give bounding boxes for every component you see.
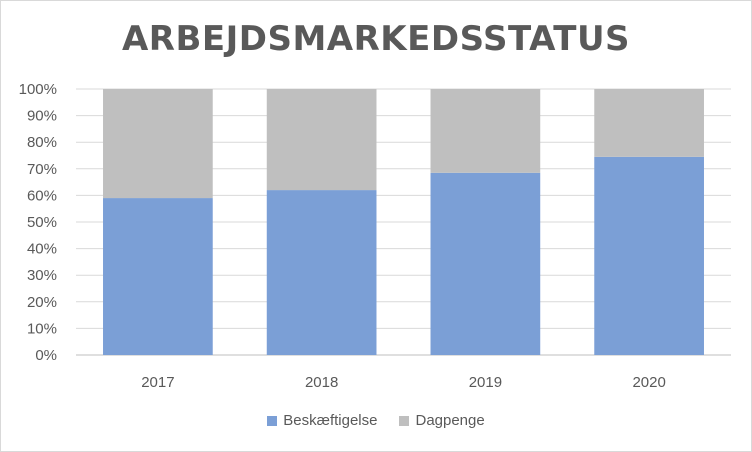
legend-item: Dagpenge — [399, 412, 485, 429]
legend-swatch — [267, 415, 278, 426]
x-tick-label: 2017 — [141, 374, 174, 391]
x-tick-label: 2018 — [305, 374, 338, 391]
bar-dagpenge-2019 — [430, 89, 541, 173]
y-tick-label: 80% — [27, 134, 57, 151]
y-tick-label: 70% — [27, 161, 57, 178]
x-tick-label: 2020 — [632, 374, 665, 391]
y-tick-label: 30% — [27, 267, 57, 284]
chart-title: ARBEJDSMARKEDSSTATUS — [121, 19, 631, 59]
legend: Beskæftigelse Dagpenge — [1, 412, 751, 429]
y-tick-label: 20% — [27, 294, 57, 311]
bar-beskaeftigelse-2020 — [594, 156, 704, 355]
bar-beskaeftigelse-2019 — [430, 172, 541, 355]
bar-dagpenge-2018 — [266, 89, 377, 191]
bar-dagpenge-2020 — [594, 89, 704, 157]
legend-item: Beskæftigelse — [267, 412, 377, 429]
y-tick-label: 90% — [27, 108, 57, 125]
x-tick-label: 2019 — [469, 374, 502, 391]
y-tick-label: 40% — [27, 241, 57, 258]
y-tick-label: 50% — [27, 214, 57, 231]
y-tick-label: 100% — [19, 81, 57, 98]
y-tick-label: 0% — [35, 347, 57, 364]
y-tick-label: 10% — [27, 320, 57, 337]
legend-label: Dagpenge — [415, 412, 485, 429]
legend-swatch — [399, 415, 410, 426]
bar-dagpenge-2017 — [103, 89, 213, 199]
bar-beskaeftigelse-2017 — [103, 198, 213, 355]
legend-label: Beskæftigelse — [283, 412, 378, 429]
bar-beskaeftigelse-2018 — [266, 190, 377, 355]
y-tick-label: 60% — [27, 187, 57, 204]
